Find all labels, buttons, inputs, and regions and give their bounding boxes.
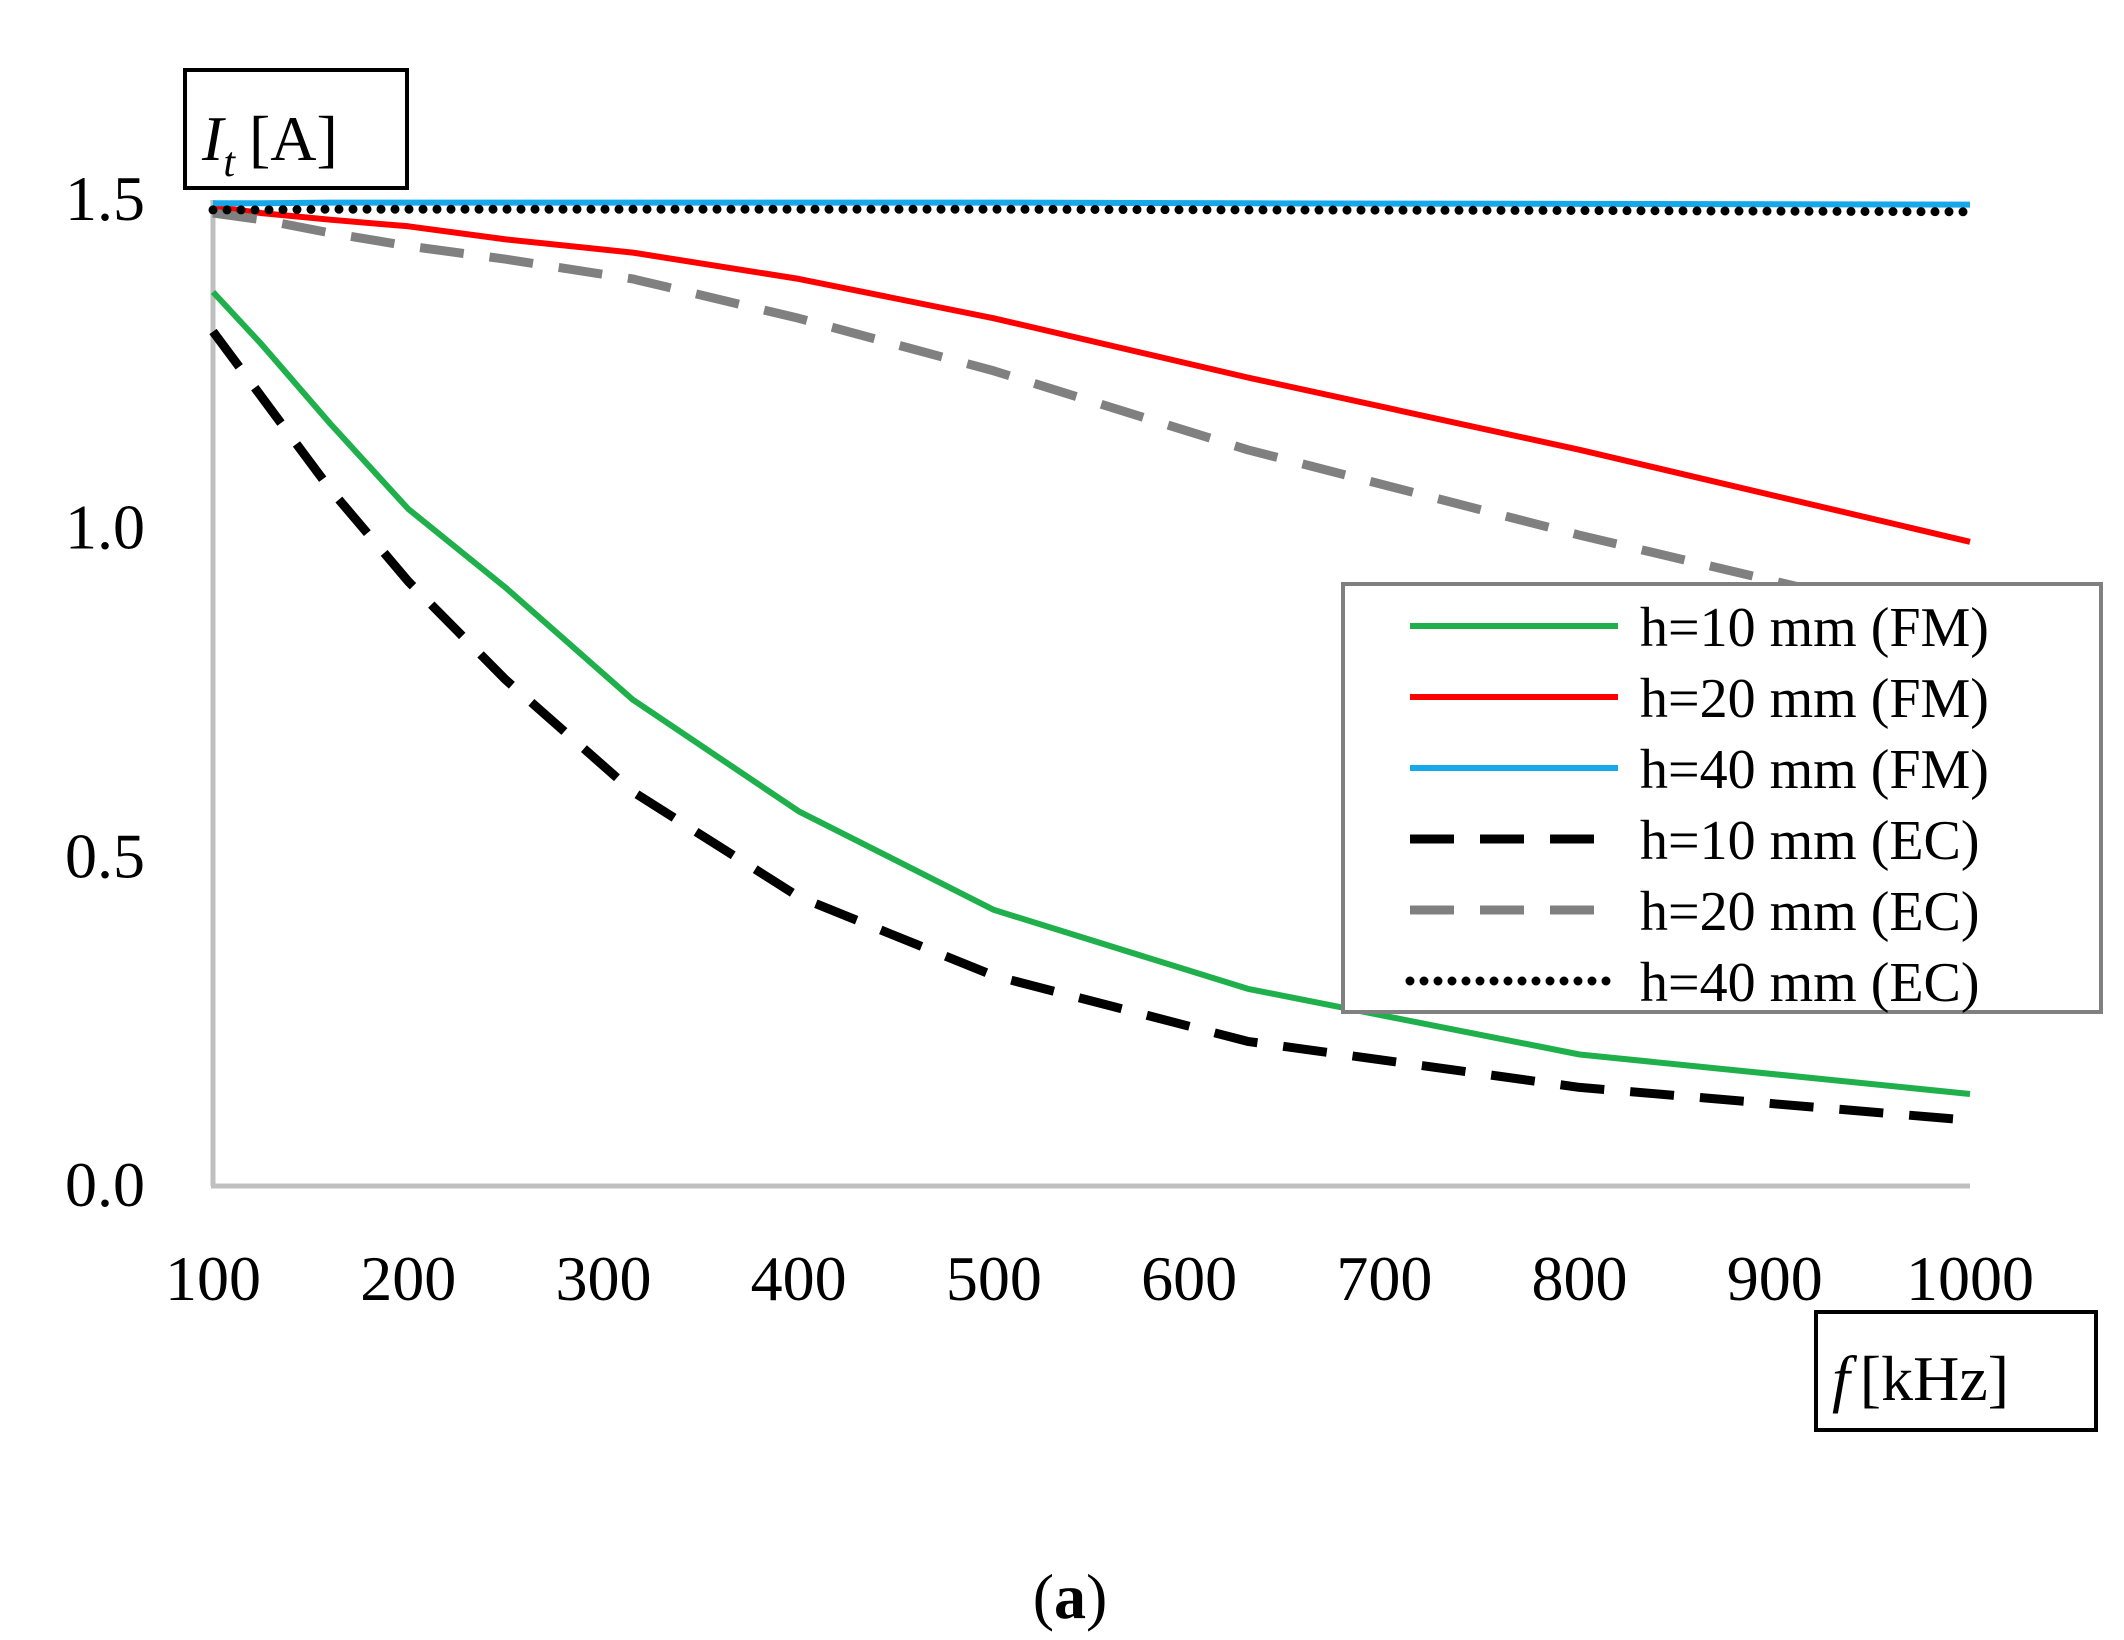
x-tick-label: 100 [165, 1243, 261, 1314]
y-axis-title-box [183, 68, 409, 190]
legend-box [1341, 582, 2103, 1014]
y-axis-title: It [A] [183, 68, 409, 190]
y-axis-symbol: I [201, 103, 226, 174]
x-tick-labels: 100 200 300 400 500 600 700 800 900 1000 [165, 1243, 2034, 1314]
series-line [208, 204, 1975, 217]
legend-item: h=10 mm (EC) [1410, 810, 1980, 872]
caption-label: a [1054, 1561, 1086, 1632]
caption-close: ) [1086, 1561, 1107, 1632]
legend-label: h=40 mm (EC) [1640, 952, 1980, 1014]
y-tick-labels: 0.0 0.5 1.0 1.5 [65, 163, 145, 1220]
series-h-40-mm-ec [208, 204, 1975, 217]
y-axis-unit: [A] [249, 103, 338, 174]
series-line [209, 328, 1971, 1125]
y-tick-label: 1.5 [65, 163, 145, 234]
series-layer [208, 199, 1975, 1125]
y-tick-label: 1.0 [65, 492, 145, 563]
series-h-10-mm-ec [209, 328, 1971, 1125]
legend-item: h=40 mm (FM) [1410, 739, 1989, 801]
y-tick-label: 0.5 [65, 820, 145, 891]
figure-caption: (a) [1033, 1561, 1108, 1632]
svg-text:f[kHz]: f [kHz] [1832, 1343, 2009, 1414]
y-tick-label: 0.0 [65, 1149, 145, 1220]
legend-item: h=20 mm (EC) [1410, 881, 1980, 943]
legend-item: h=10 mm (FM) [1410, 597, 1989, 659]
series-line [213, 199, 1971, 208]
axes [210, 200, 1970, 1189]
series-h-40-mm-fm [212, 199, 1971, 208]
legend-item: h=20 mm (FM) [1410, 668, 1989, 730]
legend-label: h=20 mm (FM) [1640, 668, 1989, 730]
legend-label: h=40 mm (FM) [1640, 739, 1989, 801]
x-axis-unit: [kHz] [1860, 1343, 2009, 1414]
x-tick-label: 700 [1336, 1243, 1432, 1314]
x-tick-label: 200 [360, 1243, 456, 1314]
x-tick-label: 500 [946, 1243, 1042, 1314]
svg-text:It[A]: It [A] [201, 103, 338, 186]
series-h-20-mm-ec [212, 208, 1972, 632]
series-line [212, 203, 1971, 545]
x-tick-label: 300 [555, 1243, 651, 1314]
x-tick-label: 400 [751, 1243, 847, 1314]
x-tick-label: 800 [1532, 1243, 1628, 1314]
x-tick-label: 900 [1727, 1243, 1823, 1314]
legend: h=10 mm (FM) h=20 mm (FM) h=40 mm (FM) h=10… [1341, 582, 2103, 1014]
x-axis-title-box [1814, 1310, 2098, 1432]
x-tick-label: 600 [1141, 1243, 1237, 1314]
y-axis-subscript: t [223, 140, 236, 186]
x-tick-label: 1000 [1906, 1243, 2034, 1314]
legend-label: h=10 mm (EC) [1640, 810, 1980, 872]
legend-label: h=10 mm (FM) [1640, 597, 1989, 659]
x-axis-title: f [kHz] [1814, 1310, 2098, 1432]
caption-open: ( [1033, 1561, 1054, 1632]
legend-item: h=40 mm (EC) [1405, 952, 1980, 1014]
series-h-20-mm-fm [212, 203, 1971, 545]
legend-label: h=20 mm (EC) [1640, 881, 1980, 943]
